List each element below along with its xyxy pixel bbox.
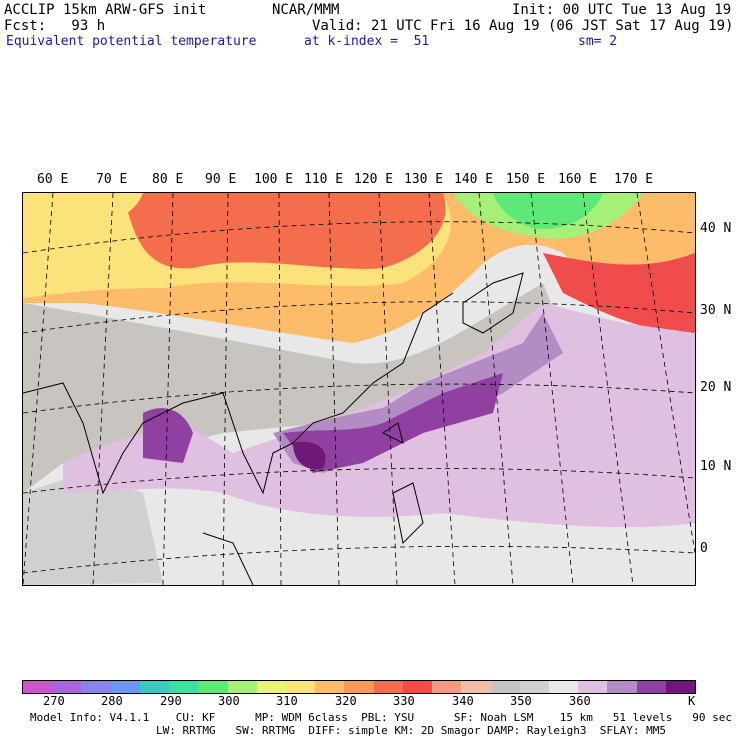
- colorbar-tick: 300: [218, 694, 240, 708]
- colorbar-swatch: [52, 681, 82, 693]
- colorbar-swatch: [81, 681, 111, 693]
- theta-e-map: [22, 192, 696, 586]
- core-region: [293, 441, 326, 470]
- colorbar-swatch: [198, 681, 228, 693]
- lon-label: 80 E: [152, 172, 184, 187]
- coastlines: [23, 272, 524, 585]
- colorbar-swatch: [285, 681, 316, 693]
- colorbar-swatch: [315, 681, 345, 693]
- lon-label: 90 E: [205, 172, 237, 187]
- colorbar-swatch: [110, 681, 140, 693]
- colorbar-swatch: [169, 681, 199, 693]
- center-label: NCAR/MMM: [272, 2, 340, 18]
- field-name: Equivalent potential temperature: [6, 34, 257, 49]
- very-humid-region: [143, 408, 193, 463]
- model-info-line2: LW: RRTMG SW: RRTMG DIFF: simple KM: 2D …: [156, 724, 666, 737]
- lon-label: 150 E: [506, 172, 546, 187]
- lon-label: 130 E: [404, 172, 444, 187]
- colorbar-swatch: [432, 681, 462, 693]
- colorbar-tick: 270: [43, 694, 65, 708]
- plot-title: ACCLIP 15km ARW-GFS init: [4, 2, 207, 18]
- colorbar-swatch: [607, 681, 637, 693]
- colorbar-tick: 340: [452, 694, 474, 708]
- lon-label: 140 E: [454, 172, 494, 187]
- lat-label: 0: [700, 541, 708, 556]
- warm-band: [23, 193, 143, 243]
- colorbar-unit: K: [688, 694, 696, 708]
- lat-label: 40 N: [700, 221, 732, 236]
- colorbar-tick: 280: [101, 694, 123, 708]
- colorbar-swatch: [23, 681, 53, 693]
- map-canvas: [23, 193, 695, 585]
- colorbar-tick: 290: [160, 694, 182, 708]
- colorbar: [22, 680, 696, 694]
- colorbar-swatch: [461, 681, 491, 693]
- colorbar-tick: 310: [276, 694, 298, 708]
- model-level: at k-index = 51: [304, 34, 430, 49]
- lon-label: 110 E: [304, 172, 344, 187]
- forecast-hour: Fcst: 93 h: [4, 18, 106, 34]
- lon-label: 70 E: [96, 172, 128, 187]
- colorbar-swatch: [636, 681, 666, 693]
- colorbar-swatch: [402, 681, 433, 693]
- valid-time: Valid: 21 UTC Fri 16 Aug 19 (06 JST Sat …: [312, 18, 734, 34]
- lon-label: 160 E: [558, 172, 598, 187]
- colorbar-swatch: [373, 681, 403, 693]
- colorbar-swatch: [256, 681, 286, 693]
- colorbar-tick: 360: [569, 694, 591, 708]
- lon-label: 170 E: [614, 172, 654, 187]
- colorbar-swatch: [665, 681, 696, 693]
- colorbar-swatch: [490, 681, 520, 693]
- init-time: Init: 00 UTC Tue 13 Aug 19: [512, 2, 732, 18]
- colorbar-swatch: [344, 681, 374, 693]
- colorbar-swatch: [548, 681, 579, 693]
- colorbar-tick: 350: [510, 694, 532, 708]
- colorbar-tick: 320: [335, 694, 357, 708]
- lon-label: 120 E: [354, 172, 394, 187]
- lon-label: 60 E: [37, 172, 69, 187]
- colorbar-tick: 330: [393, 694, 415, 708]
- graticule: [23, 193, 695, 585]
- land-region: [23, 473, 163, 585]
- model-info-line1: Model Info: V4.1.1 CU: KF MP: WDM 6class…: [30, 711, 732, 724]
- cool-band: [493, 193, 603, 229]
- lat-label: 20 N: [700, 380, 732, 395]
- very-humid-region: [283, 373, 503, 473]
- smoothing: sm= 2: [578, 34, 618, 49]
- hot-band: [543, 253, 695, 333]
- colorbar-swatch: [227, 681, 257, 693]
- hot-band: [123, 193, 446, 269]
- lat-label: 30 N: [700, 303, 732, 318]
- colorbar-swatch: [578, 681, 608, 693]
- lon-label: 100 E: [254, 172, 294, 187]
- colorbar-swatch: [139, 681, 170, 693]
- colorbar-swatch: [519, 681, 549, 693]
- lat-label: 10 N: [700, 459, 732, 474]
